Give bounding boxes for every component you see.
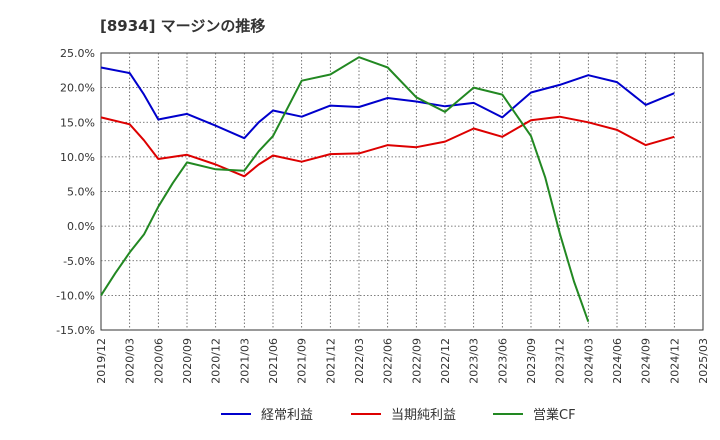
x-tick-label: 2021/03 [238, 338, 251, 384]
chart-title: [8934] マージンの推移 [100, 17, 265, 35]
y-tick-label: 10.0% [60, 151, 95, 164]
y-tick-label: 25.0% [60, 47, 95, 60]
series-line [100, 66, 675, 140]
x-tick-label: 2022/12 [439, 338, 452, 384]
x-tick-label: 2020/03 [124, 338, 137, 384]
y-tick-label: 15.0% [60, 116, 95, 129]
x-tick-label: 2019/12 [95, 338, 108, 384]
legend-label: 当期純利益 [391, 408, 456, 423]
x-tick-label: 2024/03 [582, 338, 595, 384]
series-line [100, 115, 675, 178]
x-tick-label: 2022/03 [353, 338, 366, 384]
x-tick-label: 2024/09 [640, 338, 653, 384]
y-tick-label: 5.0% [67, 186, 95, 199]
y-tick-label: -10.0% [56, 289, 95, 302]
x-tick-label: 2020/06 [152, 338, 165, 384]
y-tick-label: -5.0% [63, 255, 95, 268]
y-tick-label: 0.0% [67, 220, 95, 233]
x-tick-label: 2021/09 [296, 338, 309, 384]
grid-lines [101, 53, 703, 330]
legend-label: 経常利益 [261, 408, 313, 423]
y-tick-label: -15.0% [56, 324, 95, 337]
y-tick-label: 20.0% [60, 82, 95, 95]
x-tick-label: 2023/06 [496, 338, 509, 384]
legend-label: 営業CF [533, 407, 576, 423]
x-tick-label: 2024/06 [611, 338, 624, 384]
x-tick-label: 2024/12 [668, 338, 681, 384]
y-axis: 25.0% 20.0% 15.0% 10.0% 5.0% 0.0% -5.0% -10.0% -… [56, 47, 95, 337]
x-tick-label: 2023/09 [525, 338, 538, 384]
x-axis: 2019/12 2020/03 2020/06 2020/09 2020/12 2021/… [95, 338, 710, 384]
x-tick-label: 2021/06 [267, 338, 280, 384]
x-tick-label: 2022/09 [410, 338, 423, 384]
series-lines [100, 56, 675, 323]
x-tick-label: 2023/03 [468, 338, 481, 384]
series-line [100, 56, 590, 323]
x-tick-label: 2020/09 [181, 338, 194, 384]
x-tick-label: 2022/06 [382, 338, 395, 384]
x-tick-label: 2025/03 [697, 338, 710, 384]
legend: 経常利益 当期純利益 営業CF [221, 407, 576, 423]
x-tick-label: 2023/12 [554, 338, 567, 384]
x-tick-label: 2021/12 [324, 338, 337, 384]
x-tick-label: 2020/12 [210, 338, 223, 384]
